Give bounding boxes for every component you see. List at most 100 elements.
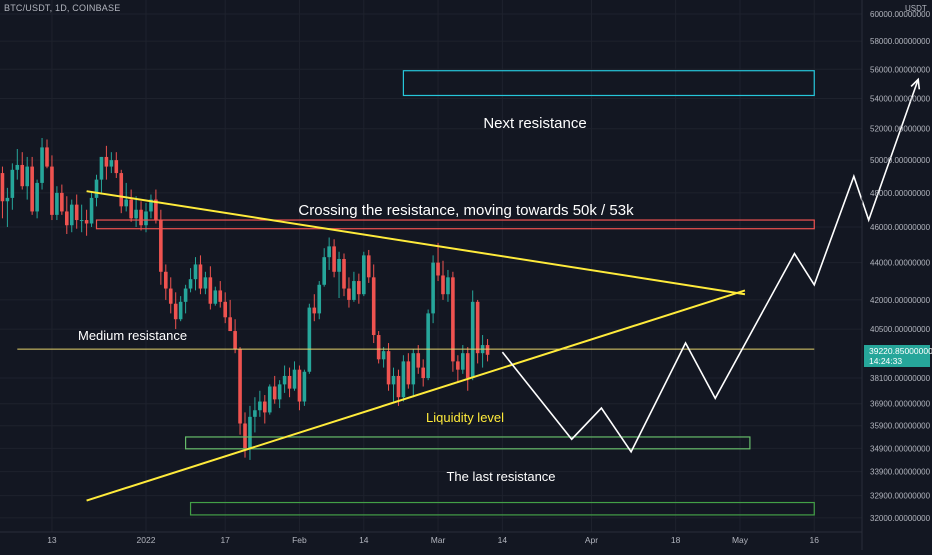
candle-up [99,156,104,180]
candle-down [20,164,25,187]
candle-down [441,275,445,295]
time-tick-label: May [732,535,749,545]
candle-up [35,182,39,212]
current-price-tag: 39220.85000000 14:24:33 [864,345,932,367]
candle-up [248,416,252,449]
time-tick-label: 14 [359,535,369,545]
candle-down [386,351,391,385]
candle-up [94,179,99,198]
candle-down [129,199,133,219]
candle-up [470,301,475,379]
time-tick-label: Mar [431,535,446,545]
next-resistance-zone [402,70,815,97]
price-tick-label: 50000.00000000 [870,156,931,165]
candle-up [124,199,128,207]
candle-up [267,386,272,413]
candle-up [203,277,208,289]
candle-down [84,220,89,224]
candle-down [485,345,490,355]
candle-up [5,197,10,202]
current-price-value: 39220.85000000 [869,346,932,356]
medium-resistance-label: Medium resistance [78,328,187,343]
candle-down [104,156,109,167]
candle-up [322,257,326,285]
candle-up [149,199,153,212]
candle-down [60,192,64,212]
candle-up [144,211,148,226]
candle-down [312,307,317,314]
candle-up [362,255,366,295]
overlays [17,77,921,502]
candle-up [183,288,188,302]
candle-down [154,199,158,221]
candle-up [213,290,218,304]
candle-down [168,288,173,304]
price-tick-label: 44000.00000000 [870,259,931,268]
price-tick-label: 35900.00000000 [870,422,931,431]
symbol-title[interactable]: BTC/USDT, 1D, COINBASE [4,3,121,13]
price-tick-label: 54000.00000000 [870,94,931,103]
last-resistance-zone [189,501,815,516]
time-tick-label: 16 [810,535,820,545]
price-tick-label: 52000.00000000 [870,125,931,134]
price-tick-label: 56000.00000000 [870,65,931,74]
candle-down [50,166,54,215]
candle-up [10,169,15,198]
projection-path [501,79,919,454]
candle-up [178,301,183,320]
price-tick-label: 48000.00000000 [870,189,931,198]
candle-down [451,277,455,362]
candle-up [292,369,297,389]
candle-down [228,317,232,332]
candle-up [69,204,74,226]
price-tick-label: 46000.00000000 [870,223,931,232]
candle-up [401,361,406,398]
candle-down [74,204,79,221]
candle-down [218,290,223,302]
candle-down [208,277,213,304]
candle-up [25,166,29,187]
last-resistance-label: The last resistance [446,469,555,484]
candle-down [243,423,247,449]
candle-down [416,353,421,368]
price-tick-label: 60000.00000000 [870,10,931,19]
candle-up [193,264,198,280]
candle-down [30,166,34,212]
candle-up [446,277,450,295]
candle-down [223,301,227,318]
candle-down [456,361,460,370]
time-tick-label: 13 [47,535,57,545]
candle-down [164,271,168,289]
candle-up [426,313,430,379]
candle-down [297,369,302,402]
candle-down [332,246,336,272]
candle-up [337,258,341,272]
time-tick-label: 2022 [137,535,156,545]
candle-up [461,353,465,370]
candle-up [302,371,307,402]
liquidity-level-zone [185,436,751,450]
candle-down [263,401,267,413]
price-tick-label: 34900.00000000 [870,444,931,453]
candle-down [421,367,425,379]
time-tick-label: 14 [498,535,508,545]
candle-up [391,375,396,385]
candle-up [258,401,262,411]
candle-down [0,173,5,202]
candle-up [89,197,94,224]
candle-up [188,279,193,289]
countdown-timer: 14:24:33 [869,356,903,366]
descending-trendline [86,190,746,296]
price-tick-label: 40500.00000000 [870,325,931,334]
candle-up [55,192,59,215]
candle-down [238,349,242,424]
candle-up [282,375,287,385]
candle-down [173,303,178,320]
candle-down [396,375,401,398]
candle-down [366,255,371,278]
time-tick-label: 18 [671,535,681,545]
price-tick-label: 58000.00000000 [870,37,931,46]
